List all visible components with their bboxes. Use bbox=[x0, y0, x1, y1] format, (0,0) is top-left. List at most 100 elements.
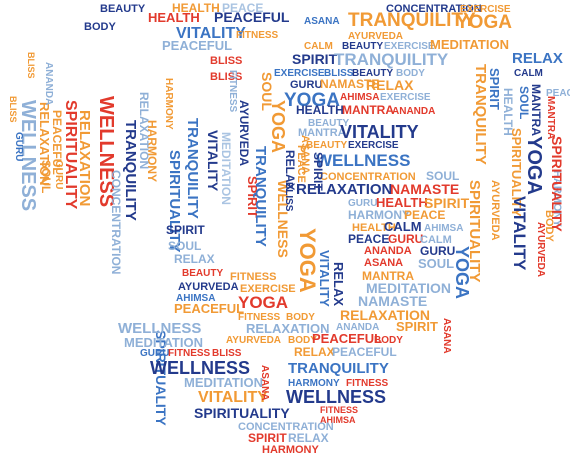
word-vitality: VITALITY bbox=[340, 122, 419, 142]
word-vitality: VITALITY bbox=[510, 196, 529, 271]
word-meditation: MEDITATION bbox=[184, 375, 263, 390]
word-tranquility: TRANQUILITY bbox=[288, 360, 389, 377]
word-health: HEALTH bbox=[148, 10, 200, 25]
word-spirituality: SPIRITUALITY bbox=[466, 180, 483, 283]
word-fitness: FITNESS bbox=[168, 348, 211, 359]
word-concentration: CONCENTRATION bbox=[238, 421, 334, 433]
word-fitness: FITNESS bbox=[236, 30, 279, 41]
word-yoga: YOGA bbox=[452, 246, 472, 299]
word-spirituality: SPIRITUALITY bbox=[549, 136, 565, 232]
word-peaceful: PEACEFUL bbox=[312, 331, 382, 346]
word-peaceful: PEACEFUL bbox=[214, 9, 290, 25]
word-harmony: HARMONY bbox=[163, 78, 174, 130]
word-relaxation: RELAXATION bbox=[37, 102, 52, 186]
word-tranquility: TRANQUILITY bbox=[184, 118, 201, 219]
word-guru: GURU bbox=[53, 160, 64, 189]
word-peace: PEACE bbox=[222, 1, 263, 15]
word-relax: RELAX bbox=[283, 150, 297, 191]
word-body: BODY bbox=[84, 21, 116, 33]
word-wellness: WELLNESS bbox=[286, 387, 386, 407]
word-beauty: BEAUTY bbox=[308, 118, 349, 129]
word-beauty: BEAUTY bbox=[342, 41, 383, 52]
word-guru: GURU bbox=[388, 232, 423, 246]
word-mantra: MANTRA bbox=[529, 84, 543, 136]
word-bliss: BLISS bbox=[324, 68, 354, 79]
word-harmony: HARMONY bbox=[551, 170, 563, 227]
word-wellness: WELLNESS bbox=[316, 151, 410, 170]
word-namaste: NAMASTE bbox=[320, 77, 379, 91]
word-peace: PEACE bbox=[546, 88, 570, 99]
word-yoga: YOGA bbox=[268, 100, 288, 153]
word-yoga: YOGA bbox=[523, 136, 545, 195]
word-harmony: HARMONY bbox=[145, 120, 159, 182]
word-meditation: MEDITATION bbox=[124, 335, 203, 350]
word-fitness: FITNESS bbox=[320, 405, 358, 415]
word-body: BODY bbox=[374, 335, 403, 346]
word-health: HEALTH bbox=[376, 195, 428, 210]
word-tranquility: TRANQUILITY bbox=[252, 146, 269, 247]
word-ayurveda: AYURVEDA bbox=[348, 31, 403, 42]
word-beauty: BEAUTY bbox=[182, 268, 223, 279]
word-vitality: VITALITY bbox=[205, 130, 221, 192]
word-guru: GURU bbox=[13, 132, 24, 161]
word-soul: SOUL bbox=[418, 256, 454, 271]
word-body: BODY bbox=[543, 210, 555, 242]
word-ayurveda: AYURVEDA bbox=[489, 180, 501, 241]
word-soul: SOUL bbox=[259, 72, 275, 111]
word-exercise: EXERCISE bbox=[240, 283, 296, 295]
word-spirit: SPIRIT bbox=[166, 223, 205, 237]
word-health: HEALTH bbox=[352, 222, 396, 234]
word-bliss: BLISS bbox=[26, 52, 36, 79]
word-vitality: VITALITY bbox=[317, 250, 332, 307]
word-ayurveda: AYURVEDA bbox=[226, 335, 281, 346]
word-ananda: ANANDA bbox=[392, 106, 435, 117]
word-exercise: EXERCISE bbox=[384, 41, 435, 52]
word-health: HEALTH bbox=[501, 88, 515, 136]
word-relax: RELAX bbox=[331, 262, 346, 306]
word-fitness: FITNESS bbox=[346, 378, 389, 389]
word-relaxation: RELAXATION bbox=[296, 181, 392, 198]
word-relax: RELAX bbox=[288, 431, 329, 445]
word-yoga: YOGA bbox=[456, 12, 512, 33]
word-bliss: BLISS bbox=[283, 182, 294, 212]
word-spirit: SPIRIT bbox=[245, 176, 260, 218]
word-spirit: SPIRIT bbox=[487, 68, 502, 110]
word-body: BODY bbox=[396, 68, 425, 79]
word-ahimsa: AHIMSA bbox=[424, 223, 463, 234]
word-meditation: MEDITATION bbox=[430, 37, 509, 52]
word-spirit: SPIRIT bbox=[311, 152, 325, 191]
word-spirit: SPIRIT bbox=[248, 431, 287, 445]
word-health: HEALTH bbox=[296, 103, 344, 117]
word-ayurveda: AYURVEDA bbox=[237, 100, 251, 166]
word-guru: GURU bbox=[290, 79, 322, 91]
word-relax: RELAX bbox=[512, 50, 563, 67]
word-ananda: ANANDA bbox=[336, 322, 379, 333]
word-ananda: ANANDA bbox=[364, 245, 412, 257]
word-ayurveda: AYURVEDA bbox=[178, 281, 239, 293]
word-peace: PEACE bbox=[348, 232, 389, 246]
word-mantra: MANTRA bbox=[362, 269, 414, 283]
word-bliss: BLISS bbox=[212, 348, 242, 359]
word-asana: ASANA bbox=[441, 318, 452, 354]
word-spirituality: SPIRITUALITY bbox=[153, 330, 169, 426]
word-mantra: MANTRA bbox=[298, 127, 346, 139]
word-relax: RELAX bbox=[366, 77, 414, 93]
word-tranquility: TRANQUILITY bbox=[348, 10, 476, 31]
word-relax: RELAX bbox=[174, 252, 215, 266]
word-relaxation: RELAXATION bbox=[137, 92, 151, 169]
word-exercise: EXERCISE bbox=[274, 68, 325, 79]
word-ahimsa: AHIMSA bbox=[176, 293, 215, 304]
word-soul: SOUL bbox=[517, 86, 531, 119]
word-ahimsa: AHIMSA bbox=[340, 92, 379, 103]
word-meditation: MEDITATION bbox=[366, 280, 451, 296]
word-relaxation: RELAXATION bbox=[246, 321, 330, 336]
word-tranquility: TRANQUILITY bbox=[472, 64, 489, 165]
word-guru: GURU bbox=[420, 244, 455, 258]
word-body: BODY bbox=[286, 312, 315, 323]
word-calm: CALM bbox=[514, 68, 543, 79]
word-body: BODY bbox=[288, 335, 317, 346]
word-wellness: WELLNESS bbox=[275, 180, 291, 258]
word-yoga: YOGA bbox=[284, 90, 340, 111]
word-yoga: YOGA bbox=[238, 293, 288, 312]
